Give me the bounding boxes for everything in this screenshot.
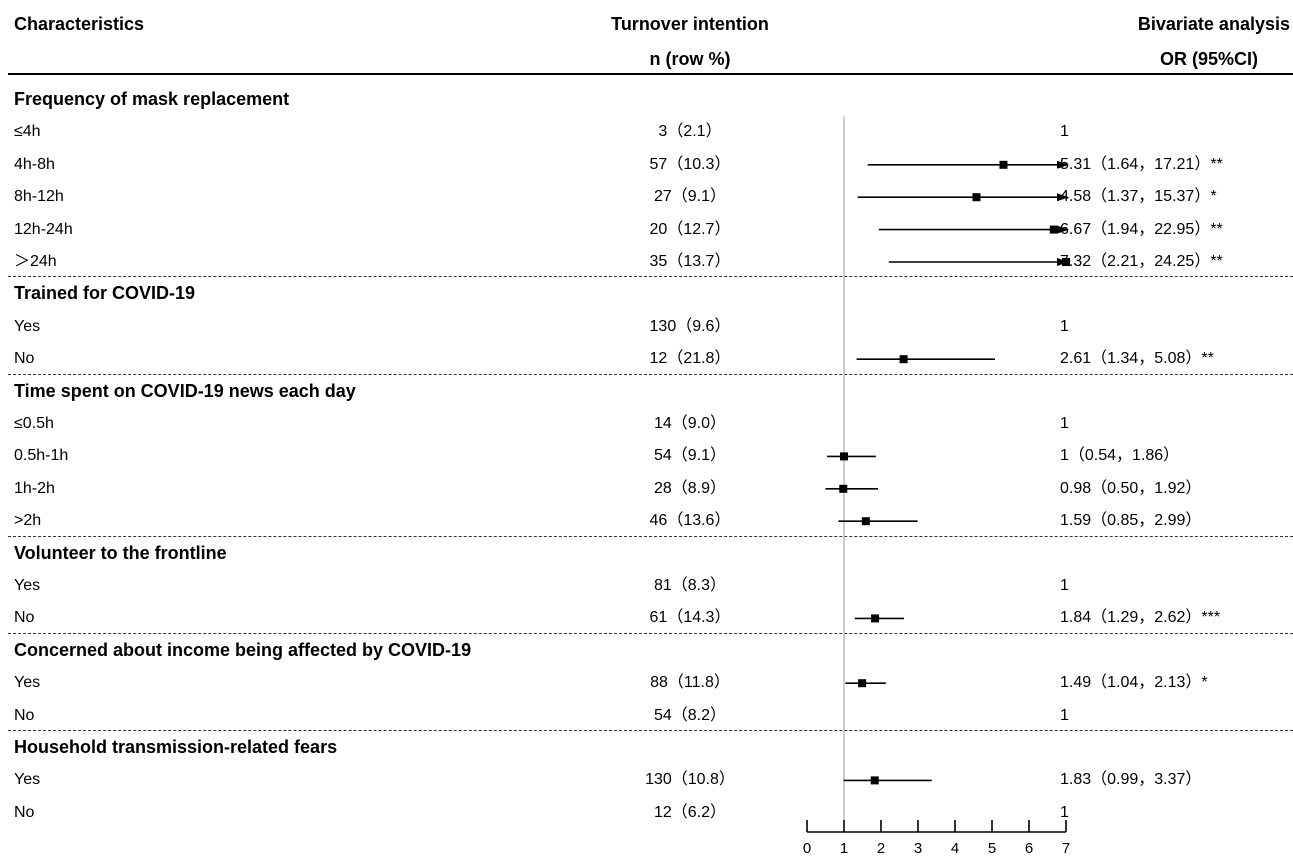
- row-count: 81（8.3）: [653, 577, 727, 594]
- x-tick-label: 2: [877, 840, 885, 857]
- row-or-ci: 1: [1060, 706, 1069, 724]
- ci-overflow-arrow: [1057, 225, 1069, 234]
- point-estimate: [999, 160, 1008, 169]
- point-estimate: [870, 776, 879, 785]
- header-characteristics: Characteristics: [14, 14, 145, 34]
- row-or-ci: 1.49（1.04，2.13）*: [1060, 674, 1208, 692]
- row-label: ＞24h: [14, 253, 57, 270]
- row-label: No: [14, 803, 35, 821]
- row-label: >2h: [14, 512, 42, 530]
- row-or-ci: 1: [1060, 803, 1069, 821]
- header-turnover-intention: Turnover intention: [611, 14, 769, 34]
- row-label: No: [14, 706, 35, 724]
- row-or-ci: 1: [1060, 123, 1069, 141]
- x-tick-label: 7: [1062, 840, 1070, 857]
- header-or-ci: OR (95%CI): [1159, 49, 1258, 69]
- row-label: Yes: [14, 674, 41, 692]
- section-title: Household transmission-related fears: [14, 737, 338, 757]
- x-tick-label: 0: [803, 840, 811, 857]
- row-count: 27（9.1）: [653, 188, 727, 206]
- row-count: 12（6.2）: [653, 803, 727, 821]
- row-label: Yes: [14, 771, 41, 789]
- header-bivariate-analysis: Bivariate analysis: [1137, 14, 1290, 34]
- row-count: 61（14.3）: [649, 609, 731, 627]
- point-estimate: [899, 355, 908, 364]
- section-title: Trained for COVID-19: [14, 283, 196, 304]
- row-count: 54（9.1）: [653, 447, 727, 465]
- point-estimate: [840, 452, 848, 461]
- x-tick-label: 6: [1025, 840, 1033, 857]
- row-label: ≤4h: [14, 123, 41, 141]
- row-count: 14（9.0）: [653, 415, 727, 432]
- row-label: 4h-8h: [14, 155, 55, 173]
- point-estimate: [972, 193, 981, 202]
- row-or-ci: 1.84（1.29，2.62）***: [1060, 609, 1221, 627]
- row-or-ci: 1（0.54，1.86）: [1060, 447, 1180, 465]
- header-rule: [8, 73, 1293, 75]
- row-or-ci: 0.98（0.50，1.92）: [1060, 479, 1202, 497]
- row-label: ≤0.5h: [14, 415, 54, 432]
- ci-overflow-arrow: [1057, 160, 1069, 169]
- point-estimate: [1062, 258, 1070, 266]
- x-tick-label: 3: [914, 840, 922, 857]
- row-count: 12（21.8）: [649, 350, 731, 368]
- row-or-ci: 6.67（1.94，22.95）**: [1060, 220, 1223, 238]
- row-label: No: [14, 350, 35, 368]
- row-or-ci: 1: [1060, 415, 1069, 432]
- section-separator: [8, 276, 1293, 278]
- section-title: Concerned about income being affected by…: [14, 639, 472, 660]
- x-tick-label: 1: [840, 840, 848, 857]
- section-separator: [8, 373, 1293, 375]
- row-or-ci: 2.61（1.34，5.08）**: [1060, 350, 1214, 368]
- row-count: 130（10.8）: [645, 771, 735, 789]
- row-or-ci: 1: [1060, 577, 1069, 594]
- row-label: 8h-12h: [14, 188, 64, 206]
- row-label: 12h-24h: [14, 220, 73, 238]
- section-separator: [8, 632, 1293, 634]
- row-count: 130（9.6）: [649, 317, 731, 335]
- row-label: 1h-2h: [14, 479, 55, 497]
- point-estimate: [871, 614, 880, 623]
- point-estimate: [1049, 225, 1058, 234]
- row-or-ci: 7.32（2.21，24.25）**: [1060, 253, 1223, 270]
- section-title: Frequency of mask replacement: [14, 89, 290, 109]
- point-estimate: [858, 679, 867, 688]
- row-or-ci: 1.83（0.99，3.37）: [1060, 771, 1202, 789]
- row-or-ci: 1: [1060, 317, 1069, 335]
- row-or-ci: 4.58（1.37，15.37）*: [1060, 188, 1217, 206]
- row-count: 57（10.3）: [649, 155, 731, 173]
- point-estimate: [861, 517, 870, 526]
- ci-overflow-arrow: [1057, 193, 1069, 202]
- row-label: 0.5h-1h: [14, 447, 69, 465]
- x-tick-label: 5: [988, 840, 996, 857]
- row-count: 20（12.7）: [649, 220, 731, 238]
- row-label: No: [14, 609, 35, 627]
- section-separator: [8, 535, 1293, 537]
- row-or-ci: 1.59（0.85，2.99）: [1060, 512, 1202, 530]
- row-count: 54（8.2）: [653, 706, 727, 724]
- point-estimate: [839, 484, 848, 493]
- row-count: 88（11.8）: [650, 674, 730, 692]
- header-n-row-percent: n (row %): [649, 49, 731, 69]
- row-label: Yes: [14, 577, 41, 594]
- section-title: Volunteer to the frontline: [14, 542, 227, 563]
- row-count: 46（13.6）: [649, 512, 731, 530]
- section-separator: [8, 730, 1293, 731]
- row-count: 28（8.9）: [653, 479, 727, 497]
- row-count: 35（13.7）: [649, 253, 731, 270]
- row-or-ci: 5.31（1.64，17.21）**: [1060, 155, 1223, 173]
- x-tick-label: 4: [951, 840, 959, 857]
- section-title: Time spent on COVID-19 news each day: [14, 380, 356, 401]
- row-count: 3（2.1）: [658, 123, 722, 141]
- row-label: Yes: [14, 317, 41, 335]
